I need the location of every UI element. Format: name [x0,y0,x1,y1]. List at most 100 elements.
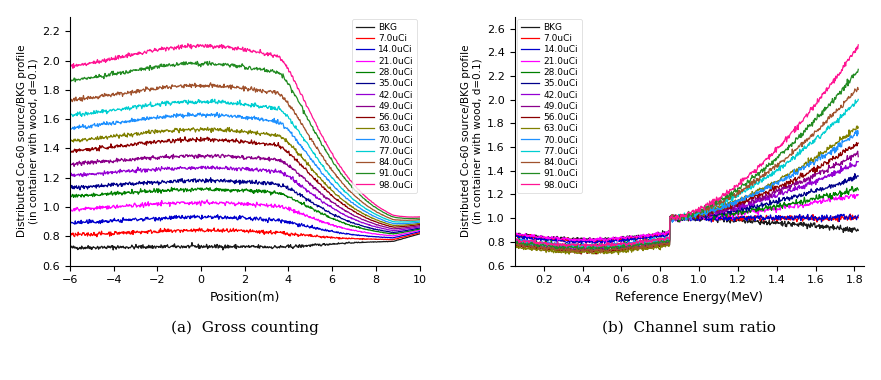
7.0uCi [224,230,234,234]
Legend: BKG, 7.0uCi, 14.0uCi, 21.0uCi, 28.0uCi, 35.0uCi, 42.0uCi, 49.0uCi, 56.0uCi, 63.0: BKG, 7.0uCi, 14.0uCi, 21.0uCi, 28.0uCi, … [517,19,581,193]
21.0uCi [601,239,611,244]
84.0uCi [154,84,165,89]
Line: 84.0uCi: 84.0uCi [70,83,419,220]
49.0uCi [299,176,309,180]
91.0uCi [271,69,282,73]
84.0uCi [570,249,581,253]
70.0uCi [597,244,608,249]
70.0uCi [768,183,779,187]
14.0uCi [509,233,520,238]
84.0uCi [598,248,609,252]
63.0uCi [64,139,75,144]
28.0uCi [167,185,177,190]
63.0uCi [224,129,234,133]
70.0uCi [853,131,863,136]
28.0uCi [299,200,309,204]
91.0uCi [406,216,417,221]
Line: 77.0uCi: 77.0uCi [70,99,419,222]
7.0uCi [127,231,137,236]
7.0uCi [665,216,676,221]
56.0uCi [154,139,165,144]
49.0uCi [271,158,282,162]
Line: 98.0uCi: 98.0uCi [70,44,419,217]
Line: 28.0uCi: 28.0uCi [515,187,858,248]
63.0uCi [570,250,581,255]
42.0uCi [570,246,581,250]
14.0uCi [728,212,738,216]
BKG [853,228,863,233]
98.0uCi [739,177,750,181]
BKG [740,221,751,225]
28.0uCi [847,184,857,189]
Line: 70.0uCi: 70.0uCi [515,131,858,249]
42.0uCi [64,174,75,179]
77.0uCi [271,107,282,112]
35.0uCi [64,187,75,192]
21.0uCi [853,193,863,197]
Line: 14.0uCi: 14.0uCi [515,214,858,244]
7.0uCi [739,216,750,221]
63.0uCi [853,125,863,130]
56.0uCi [389,225,400,230]
Line: 91.0uCi: 91.0uCi [70,61,419,218]
28.0uCi [329,217,339,222]
70.0uCi [64,127,75,132]
98.0uCi [127,51,137,56]
Line: 42.0uCi: 42.0uCi [515,162,858,249]
56.0uCi [713,207,723,211]
BKG [299,244,309,249]
98.0uCi [598,242,609,247]
BKG [598,238,609,242]
56.0uCi [414,222,425,227]
98.0uCi [299,98,309,103]
Y-axis label: Distributed Co-60 source/BKG profile
(in container with wood, d=0.1): Distributed Co-60 source/BKG profile (in… [462,45,483,238]
42.0uCi [224,167,234,171]
42.0uCi [598,245,609,250]
28.0uCi [665,218,676,222]
Line: 28.0uCi: 28.0uCi [70,187,419,234]
21.0uCi [154,202,165,207]
70.0uCi [154,114,165,119]
28.0uCi [127,187,137,192]
Line: 21.0uCi: 21.0uCi [70,200,419,236]
Line: 84.0uCi: 84.0uCi [515,87,858,253]
70.0uCi [713,205,723,210]
63.0uCi [852,124,862,128]
77.0uCi [414,219,425,223]
Text: (a)  Gross counting: (a) Gross counting [171,320,319,335]
14.0uCi [386,236,396,240]
77.0uCi [329,177,339,181]
BKG [127,245,137,249]
56.0uCi [851,140,862,145]
BKG [414,232,425,236]
84.0uCi [853,85,863,90]
28.0uCi [388,232,398,236]
42.0uCi [584,247,595,252]
77.0uCi [713,202,723,206]
91.0uCi [768,158,779,162]
77.0uCi [853,97,863,102]
91.0uCi [665,215,676,219]
56.0uCi [665,217,676,222]
84.0uCi [127,89,137,93]
77.0uCi [210,97,220,101]
84.0uCi [665,215,676,220]
49.0uCi [570,248,581,253]
63.0uCi [597,250,608,255]
98.0uCi [329,155,339,159]
91.0uCi [853,67,863,71]
42.0uCi [127,169,137,174]
91.0uCi [204,59,215,63]
63.0uCi [203,125,213,130]
91.0uCi [414,216,425,220]
21.0uCi [849,192,860,197]
63.0uCi [509,244,520,249]
70.0uCi [603,246,613,251]
98.0uCi [665,215,676,220]
Line: 49.0uCi: 49.0uCi [70,154,419,229]
49.0uCi [217,152,227,157]
BKG [570,236,581,241]
98.0uCi [414,215,425,219]
21.0uCi [509,232,520,236]
56.0uCi [180,135,190,139]
